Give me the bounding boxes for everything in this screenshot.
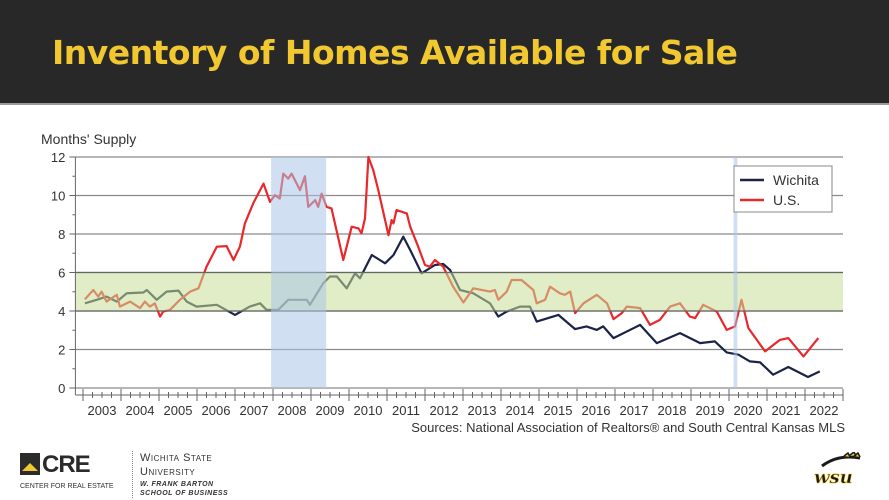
x-tick-label: 2022 xyxy=(810,403,839,418)
x-tick-label: 2020 xyxy=(734,403,763,418)
x-tick-label: 2006 xyxy=(202,403,231,418)
x-tick-label: 2007 xyxy=(240,403,269,418)
legend: Wichita U.S. xyxy=(733,165,833,213)
recession-shade xyxy=(733,157,738,388)
cre-logo-text: CRE xyxy=(42,451,91,478)
school-name-line1: W. Frank Barton xyxy=(140,481,214,488)
school-name: W. Frank Barton School of Business xyxy=(140,480,228,498)
logo-divider xyxy=(132,451,133,498)
x-tick-label: 2016 xyxy=(582,403,611,418)
university-name: Wichita State University xyxy=(140,451,212,479)
x-tick-label: 2004 xyxy=(126,403,155,418)
target-range-band xyxy=(75,272,843,311)
cre-wsu-logo: CRE CENTER FOR REAL ESTATE Wichita State… xyxy=(20,451,228,499)
legend-box xyxy=(733,165,833,213)
slide-header: Inventory of Homes Available for Sale xyxy=(0,0,889,105)
house-icon xyxy=(20,453,40,475)
y-axis-label: Months' Supply xyxy=(41,131,136,147)
legend-label-us: U.S. xyxy=(773,192,800,208)
y-tick-label: 4 xyxy=(58,304,65,319)
y-tick-label: 6 xyxy=(58,266,65,281)
series-lines xyxy=(84,155,821,379)
slide-title: Inventory of Homes Available for Sale xyxy=(52,33,738,72)
source-note: Sources: National Association of Realtor… xyxy=(411,420,845,435)
series-line-us xyxy=(84,155,820,358)
x-tick-label: 2021 xyxy=(772,403,801,418)
x-tick-label: 2011 xyxy=(392,403,420,418)
wsu-shocker-logo: wsu xyxy=(814,452,861,488)
y-tick-label: 8 xyxy=(58,227,65,242)
x-tick-label: 2019 xyxy=(696,403,725,418)
y-tick-label: 0 xyxy=(58,381,65,396)
y-tick-label: 2 xyxy=(58,343,65,358)
x-tick-label: 2005 xyxy=(164,403,193,418)
university-name-line2: University xyxy=(140,466,196,478)
x-tick-label: 2014 xyxy=(506,403,535,418)
y-tick-label: 12 xyxy=(51,150,65,165)
svg-text:wsu: wsu xyxy=(814,467,853,488)
x-tick-label: 2010 xyxy=(354,403,383,418)
x-tick-label: 2015 xyxy=(544,403,573,418)
x-tick-label: 2012 xyxy=(430,403,459,418)
shaded-regions xyxy=(75,157,843,388)
x-tick-label: 2003 xyxy=(88,403,117,418)
x-tick-label: 2017 xyxy=(620,403,649,418)
y-tick-label: 10 xyxy=(51,189,65,204)
axes: 0 2 4 6 8 10 12 2003 2004 2005 2006 2007 2008 2009 201… xyxy=(51,150,844,418)
university-name-line1: Wichita State xyxy=(140,452,213,464)
school-name-line2: School of Business xyxy=(140,490,229,497)
cre-subtitle: CENTER FOR REAL ESTATE xyxy=(20,483,114,490)
x-tick-label: 2008 xyxy=(278,403,307,418)
legend-label-wichita: Wichita xyxy=(773,172,819,188)
x-tick-label: 2013 xyxy=(468,403,497,418)
recession-shade xyxy=(271,157,327,388)
x-tick-label: 2018 xyxy=(658,403,687,418)
x-tick-label: 2009 xyxy=(316,403,345,418)
